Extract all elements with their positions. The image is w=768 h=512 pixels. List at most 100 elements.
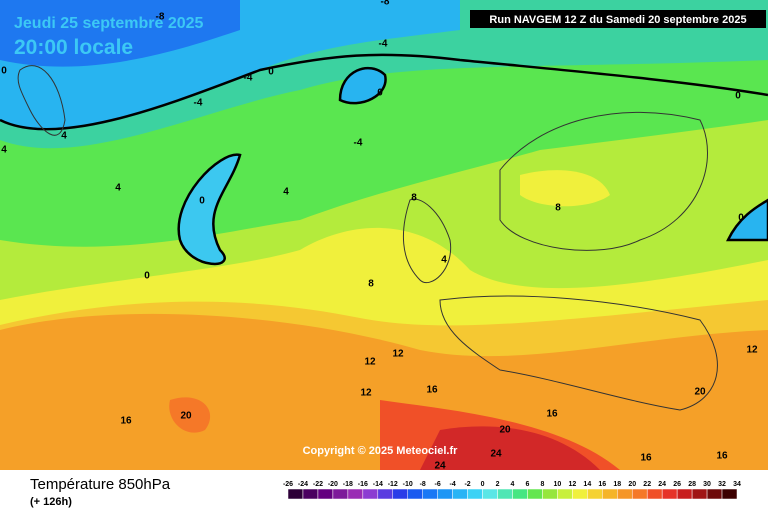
colorbar-label: -18 [343, 481, 353, 488]
colorbar-cell [617, 488, 633, 500]
colorbar-cell [602, 488, 618, 500]
colorbar-cell [482, 488, 498, 500]
colorbar-cell [347, 488, 364, 500]
contour-label: 20 [180, 411, 192, 422]
contour-label: 4 [283, 187, 289, 198]
colorbar-cell [497, 488, 513, 500]
colorbar-cell [587, 488, 603, 500]
contour-label: 24 [434, 461, 446, 472]
contour-label: 16 [640, 453, 652, 464]
contour-label: -8 [156, 12, 165, 23]
colorbar-cell [527, 488, 543, 500]
contour-label: 4 [441, 255, 447, 266]
run-info: Run NAVGEM 12 Z du Samedi 20 septembre 2… [489, 14, 746, 26]
cold-cell-east [726, 198, 768, 242]
colorbar-cell [572, 488, 588, 500]
contour-label: -4 [354, 138, 363, 149]
map: -8 -8 -4 -4 0 0 -4 0 4 4 -4 4 4 0 8 0 0 4 0 8 8 12 12 12 16 16 20 2… [0, 0, 768, 472]
colorbar-label: 32 [718, 481, 726, 488]
colorbar-label: 12 [568, 481, 576, 488]
zero-isotherm [0, 53, 768, 131]
colorbar-label: 26 [673, 481, 681, 488]
colorbar-label: -12 [388, 481, 398, 488]
colorbar-label: -14 [373, 481, 383, 488]
colorbar-label: -4 [450, 481, 456, 488]
contour-label: 16 [716, 451, 728, 462]
colorbar-cell [631, 488, 648, 500]
colorbar-label: 34 [733, 481, 741, 488]
warm-spot [169, 397, 211, 433]
contour-label: 0 [144, 271, 150, 282]
colorbar-label: -22 [313, 481, 323, 488]
contour-label: 0 [377, 88, 383, 99]
contour-label: 4 [115, 183, 121, 194]
colorbar-label: 22 [643, 481, 651, 488]
contour-label: 8 [411, 193, 417, 204]
contour-label: 16 [546, 409, 558, 420]
contour-label: 0 [268, 67, 274, 78]
colorbar-cell [287, 488, 304, 500]
contour-label: 20 [499, 425, 511, 436]
contour-label: 8 [368, 279, 374, 290]
colorbar-cell [362, 488, 379, 500]
colorbar-cell [422, 488, 438, 500]
colorbar-label: -24 [298, 481, 308, 488]
colorbar-cell [467, 488, 483, 500]
colorbar-label: 16 [598, 481, 606, 488]
colorbar: -26 -24 -22 -20 -18 -16 -14 -12 -10 -8 -6 -4 -2 0 2 4 6 8… [283, 481, 741, 500]
contour-label: 20 [694, 387, 706, 398]
map-title: Jeudi 25 septembre 2025 [14, 15, 204, 32]
contour-label: 4 [1, 145, 7, 156]
colorbar-cell [317, 488, 334, 500]
footer-title: Température 850hPa [30, 476, 171, 493]
colorbar-cell [302, 488, 319, 500]
colorbar-cell [646, 488, 663, 500]
contour-label: 0 [199, 196, 205, 207]
contour-label: -4 [194, 98, 203, 109]
colorbar-label: 24 [658, 481, 666, 488]
colorbar-label: 4 [511, 481, 515, 488]
colorbar-label: -2 [464, 481, 470, 488]
colorbar-cell [437, 488, 453, 500]
hot-core [420, 426, 600, 470]
colorbar-label: 28 [688, 481, 696, 488]
colorbar-label: -8 [420, 481, 426, 488]
field-blue [0, 0, 240, 67]
colorbar-label: 0 [481, 481, 485, 488]
contour-label: 0 [738, 213, 744, 224]
colorbar-label: 30 [703, 481, 711, 488]
colorbar-cell [721, 488, 738, 500]
colorbar-cell [542, 488, 558, 500]
colorbar-cell [706, 488, 723, 500]
contour-label: 12 [360, 388, 372, 399]
colorbar-label: 18 [613, 481, 621, 488]
warm-pool [520, 170, 610, 207]
colorbar-label: 8 [540, 481, 544, 488]
colorbar-cell [512, 488, 528, 500]
coastline-greenland [17, 65, 66, 136]
contour-label: 24 [490, 449, 502, 460]
colorbar-cell [392, 488, 408, 500]
colorbar-label: -16 [358, 481, 368, 488]
cold-pool [177, 153, 242, 266]
map-subtitle: 20:00 locale [14, 36, 133, 59]
colorbar-label: -6 [435, 481, 441, 488]
colorbar-cell [332, 488, 349, 500]
cold-cell [338, 66, 387, 105]
colorbar-cell [452, 488, 468, 500]
colorbar-cell [557, 488, 573, 500]
colorbar-label: -26 [283, 481, 293, 488]
contour-label: 12 [364, 357, 376, 368]
colorbar-label: 14 [583, 481, 591, 488]
colorbar-cell [691, 488, 708, 500]
colorbar-label: 10 [554, 481, 562, 488]
coastline-europe [402, 111, 718, 411]
contour-label: -8 [381, 0, 390, 8]
contour-label: 16 [426, 385, 438, 396]
contour-label: 0 [735, 91, 741, 102]
contour-label: -4 [244, 73, 253, 84]
colorbar-label: -10 [403, 481, 413, 488]
colorbar-label: -20 [328, 481, 338, 488]
contour-label: -4 [379, 39, 388, 50]
colorbar-cell [407, 488, 423, 500]
